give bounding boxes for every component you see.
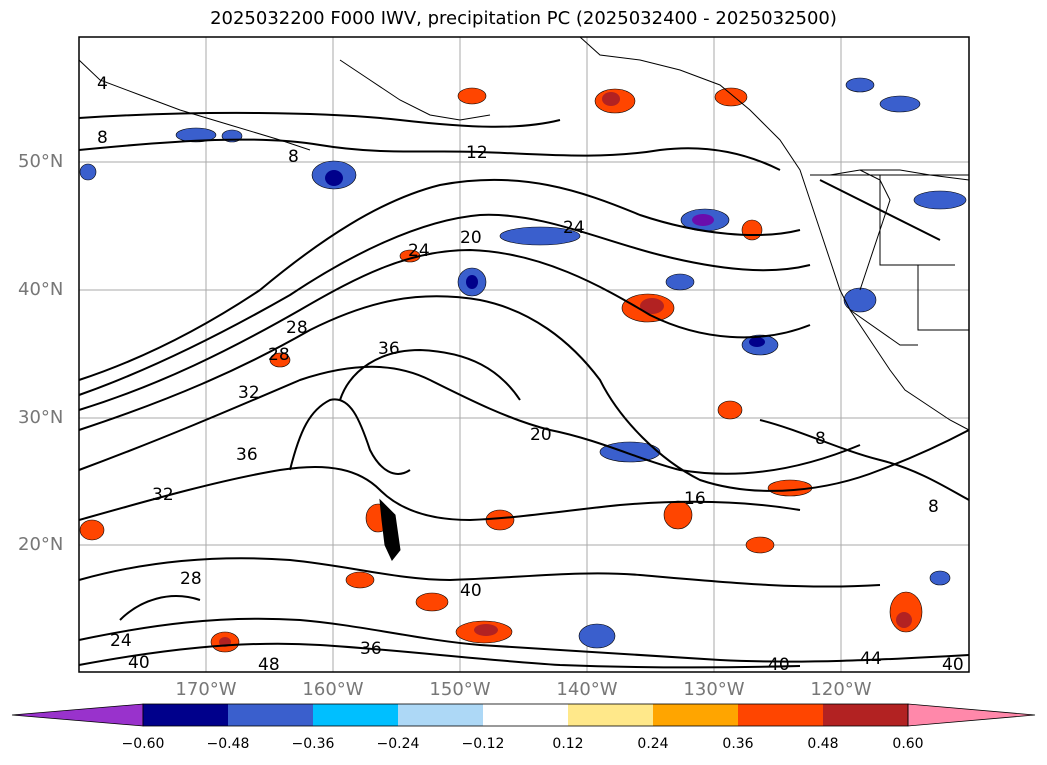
gridlines xyxy=(79,37,969,672)
precip-shading xyxy=(79,77,967,653)
contour-label: 40 xyxy=(128,653,150,673)
contour-label: 28 xyxy=(286,318,308,338)
lat-label-40n: 40°N xyxy=(18,279,64,300)
contour-label: 8 xyxy=(815,429,826,449)
contour-label: 16 xyxy=(684,489,706,509)
contour-label: 40 xyxy=(942,655,964,675)
lon-label-130w: 130°W xyxy=(683,679,745,700)
colorbar-cell xyxy=(228,704,313,726)
contour-label: 24 xyxy=(408,241,430,261)
contour-label: 20 xyxy=(460,228,482,248)
colorbar-tick-label: −0.24 xyxy=(376,736,420,752)
contour-label: 32 xyxy=(238,383,260,403)
contour-label: 48 xyxy=(258,655,280,675)
iwv-contours xyxy=(78,111,970,669)
contour-label: 28 xyxy=(268,345,290,365)
contour-label: 36 xyxy=(236,445,258,465)
colorbar-tick-label: −0.12 xyxy=(461,736,505,752)
map-canvas: 4 8 8 12 20 24 24 28 28 32 36 36 40 20 1… xyxy=(78,36,970,675)
lon-label-120w: 120°W xyxy=(810,679,872,700)
contour-label: 8 xyxy=(97,128,108,148)
colorbar-tick-label: −0.48 xyxy=(206,736,250,752)
colorbar-extend-right xyxy=(907,703,1036,727)
contour-label: 40 xyxy=(460,581,482,601)
lon-label-140w: 140°W xyxy=(556,679,618,700)
contour-label: 24 xyxy=(563,218,585,238)
contour-label: 40 xyxy=(768,655,790,675)
colorbar xyxy=(11,703,1036,727)
colorbar-tick-label: −0.36 xyxy=(291,736,335,752)
colorbar-cell xyxy=(483,704,568,726)
lon-label-150w: 150°W xyxy=(429,679,491,700)
lon-label-170w: 170°W xyxy=(175,679,237,700)
colorbar-cell xyxy=(738,704,823,726)
colorbar-tick-label: 0.48 xyxy=(807,736,839,752)
colorbar-cell xyxy=(568,704,653,726)
colorbar-tick-label: −0.60 xyxy=(121,736,165,752)
map-background xyxy=(79,37,969,672)
colorbar-cell xyxy=(313,704,398,726)
contour-label: 32 xyxy=(152,485,174,505)
lon-label-160w: 160°W xyxy=(302,679,364,700)
colorbar-tick-label: 0.24 xyxy=(637,736,669,752)
colorbar-cell xyxy=(653,704,738,726)
colorbar-border xyxy=(142,703,909,727)
colorbar-tick-label: 0.60 xyxy=(892,736,924,752)
map-frame xyxy=(78,36,970,673)
map-title: 2025032200 F000 IWV, precipitation PC (2… xyxy=(210,8,837,29)
lat-label-30n: 30°N xyxy=(18,407,64,428)
contour-label: 8 xyxy=(928,497,939,517)
lat-label-50n: 50°N xyxy=(18,151,64,172)
colorbar-cell xyxy=(143,704,228,726)
colorbar-tick-label: 0.36 xyxy=(722,736,754,752)
contour-label: 24 xyxy=(110,631,132,651)
contour-labels: 4 8 8 12 20 24 24 28 28 32 36 36 40 20 1… xyxy=(97,74,964,675)
contour-label: 44 xyxy=(860,649,882,669)
contour-label: 20 xyxy=(530,425,552,445)
contour-label: 36 xyxy=(360,639,382,659)
contour-label: 36 xyxy=(378,339,400,359)
colorbar-cell xyxy=(823,704,908,726)
contour-label: 28 xyxy=(180,569,202,589)
colorbar-extend-left xyxy=(11,703,144,727)
colorbar-tick-label: 0.12 xyxy=(552,736,584,752)
contour-label: 12 xyxy=(466,143,488,163)
contour-label: 8 xyxy=(288,147,299,167)
contour-label: 4 xyxy=(97,74,108,94)
colorbar-cell xyxy=(398,704,483,726)
lat-label-20n: 20°N xyxy=(18,534,64,555)
